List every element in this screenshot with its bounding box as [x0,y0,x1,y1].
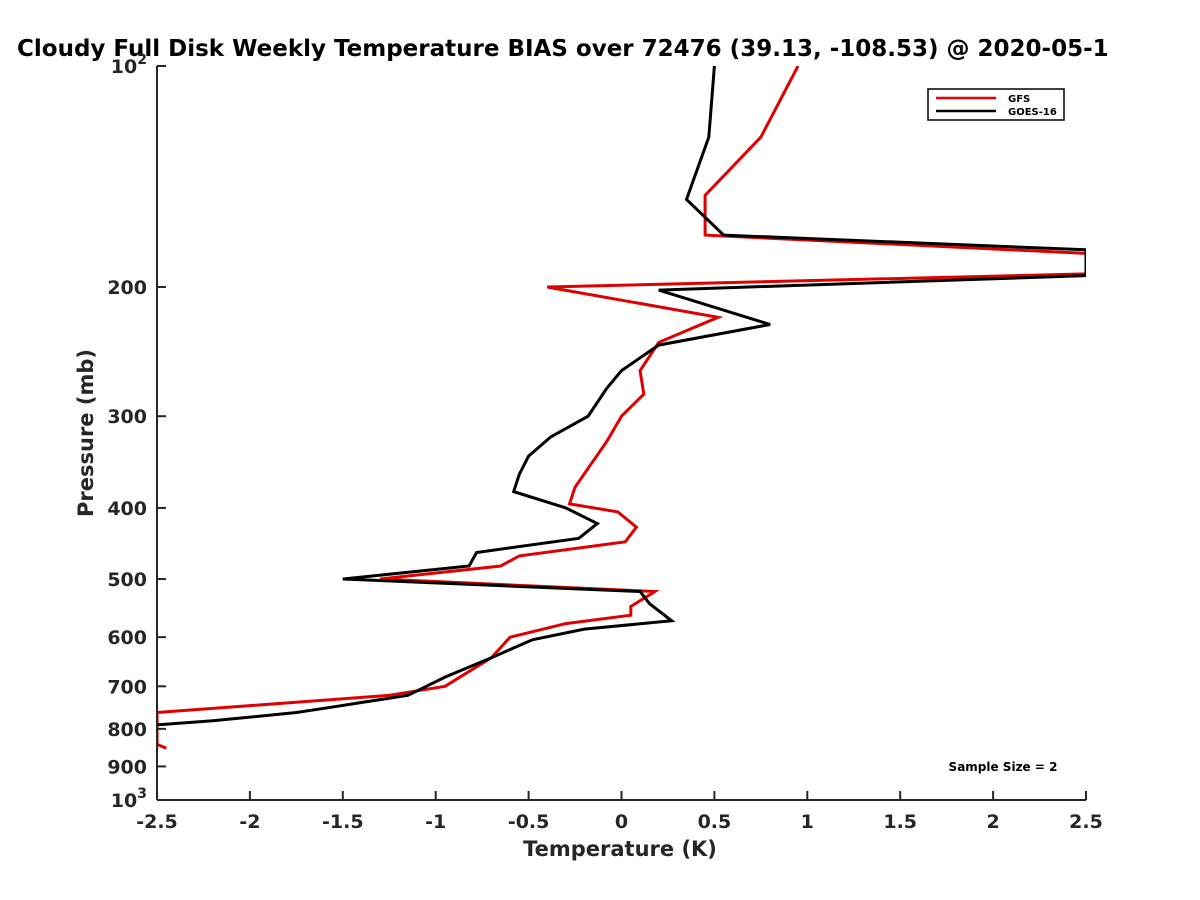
x-tick-label: 1 [801,811,814,833]
plot-area [157,66,1086,750]
y-tick-label: 500 [107,569,147,591]
y-tick-label: 300 [107,406,147,428]
x-tick-label: 0.5 [698,811,732,833]
y-tick-label: 900 [107,756,147,778]
chart-title: Cloudy Full Disk Weekly Temperature BIAS… [17,36,1109,62]
y-tick-label: 103 [111,786,147,812]
sample-size-annotation: Sample Size = 2 [949,760,1058,774]
x-tick-label: -1.5 [322,811,364,833]
x-tick-label: -1 [425,811,446,833]
y-axis-label: Pressure (mb) [74,349,98,517]
y-tick-label: 600 [107,627,147,649]
x-tick-label: 1.5 [883,811,917,833]
axes: -2.5 -2 -1.5 -1 -0.5 0 0.5 1 1.5 2 2.5 102 200 300 400… [107,52,1103,833]
y-tick-label: 102 [111,52,147,78]
x-tick-label: 0 [615,811,628,833]
x-axis-label: Temperature (K) [523,837,717,861]
legend-label-goes-16: GOES-16 [1008,107,1057,118]
y-tick-label: 800 [107,719,147,741]
legend-box [927,88,1065,121]
x-tick-label: 2 [986,811,999,833]
y-tick-label: 200 [107,277,147,299]
series-line-goes-16 [157,66,1086,727]
y-tick-label: 700 [107,676,147,698]
series-line-gfs [157,66,1086,750]
x-tick-label: 2.5 [1069,811,1103,833]
legend: GFS GOES-16 [927,88,1065,121]
y-tick-label: 400 [107,498,147,520]
legend-label-gfs: GFS [1008,94,1030,105]
x-tick-label: -2.5 [136,811,178,833]
x-tick-label: -2 [239,811,260,833]
x-tick-label: -0.5 [508,811,550,833]
